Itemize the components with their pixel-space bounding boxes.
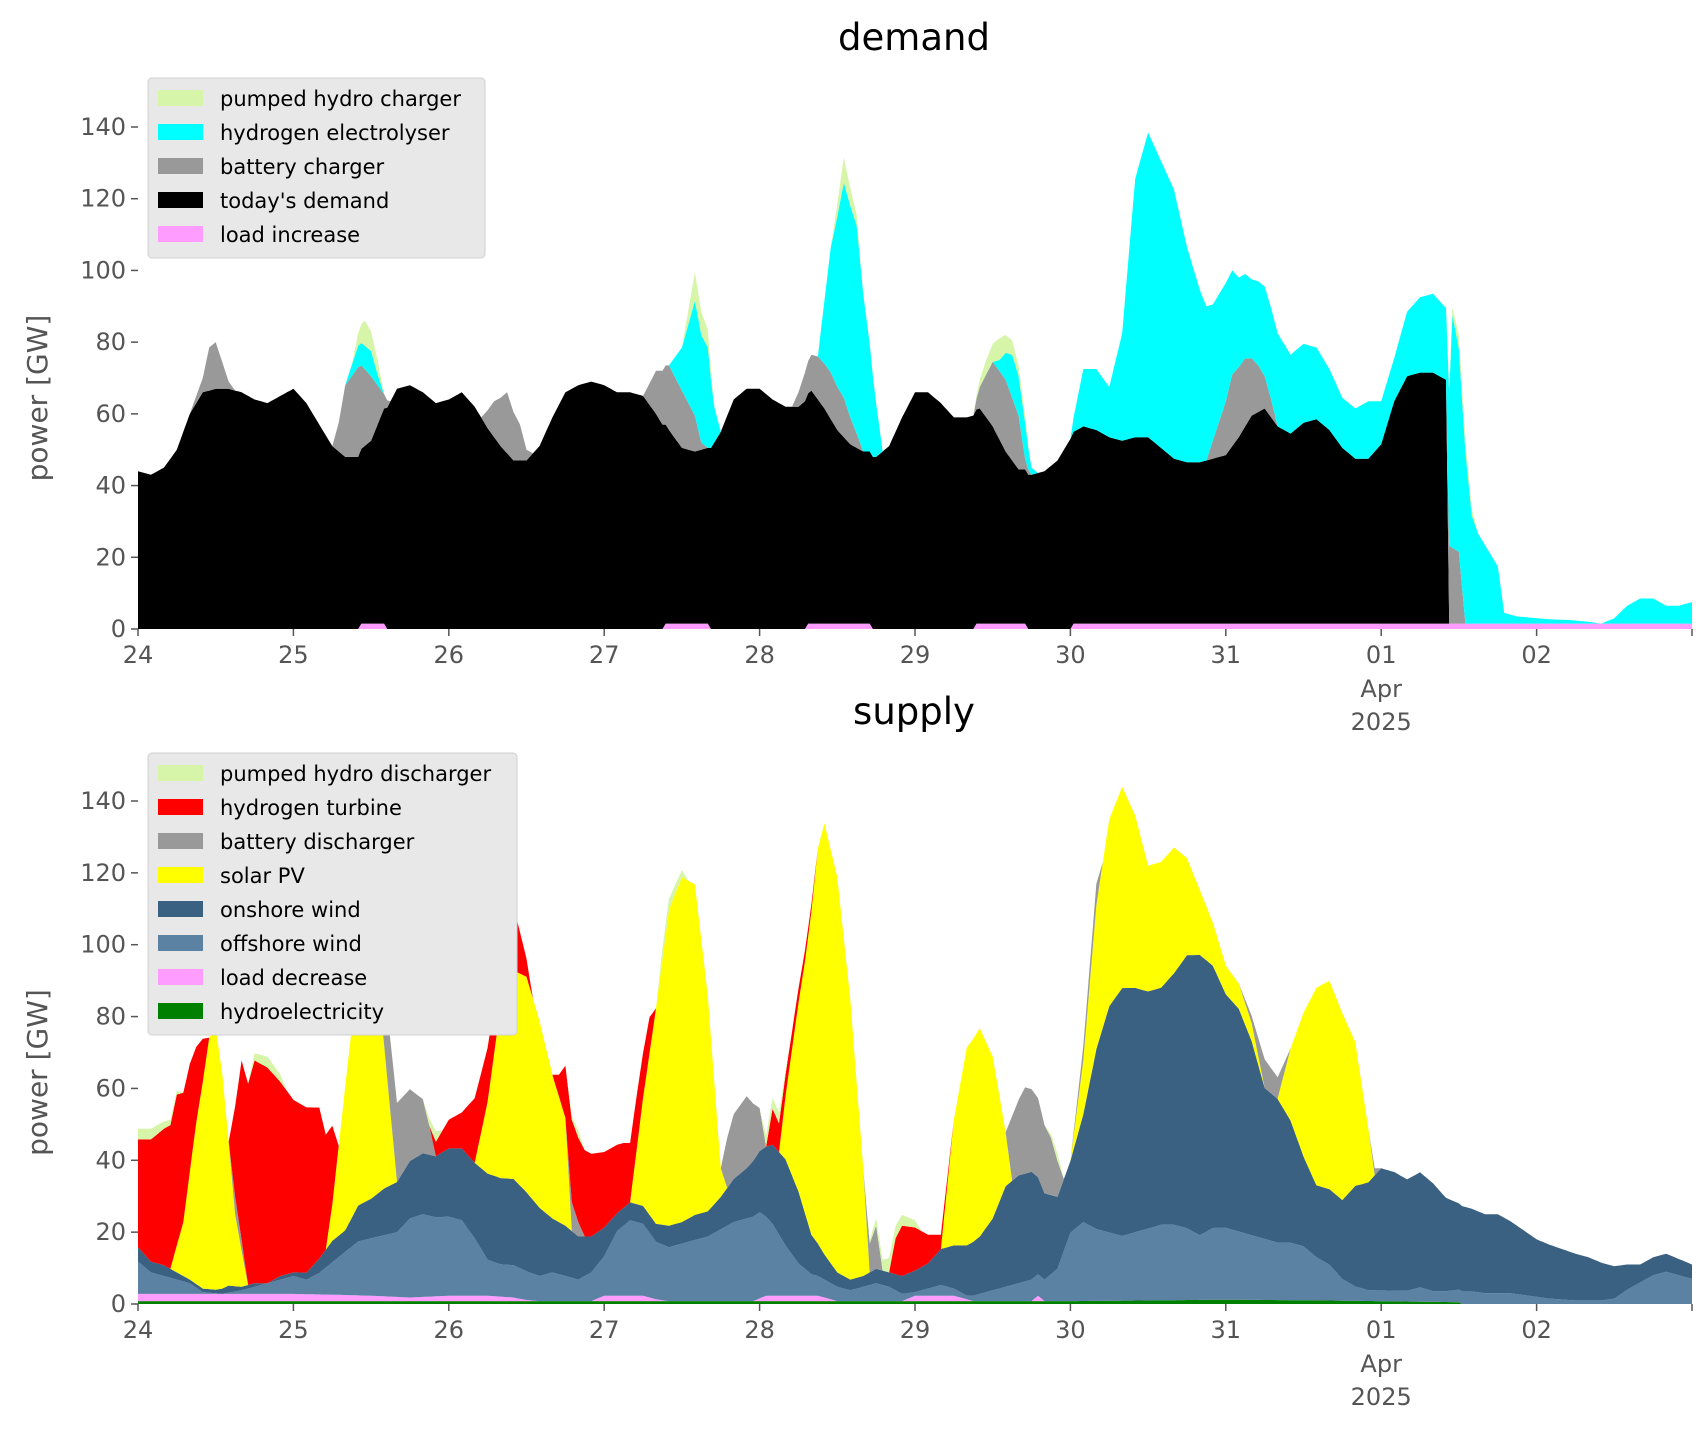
legend-swatch-solar-pv bbox=[158, 867, 203, 883]
legend-label-hydroelectricity: hydroelectricity bbox=[220, 1000, 384, 1024]
y-axis-label: power [GW] bbox=[21, 989, 54, 1156]
x-tick-sublabel: 2025 bbox=[1351, 708, 1412, 736]
legend-label-solar-pv: solar PV bbox=[220, 864, 305, 888]
y-tick-label: 0 bbox=[111, 615, 126, 643]
legend-label-hydrogen-electrolyser: hydrogen electrolyser bbox=[220, 121, 450, 145]
legend-swatch-battery-discharger bbox=[158, 833, 203, 849]
x-tick-label: 25 bbox=[278, 1316, 309, 1344]
area-hydroelectricity bbox=[138, 1299, 1692, 1304]
y-tick-label: 100 bbox=[80, 931, 126, 959]
legend-label-load-decrease: load decrease bbox=[220, 966, 367, 990]
legend-swatch-battery-charger bbox=[158, 158, 203, 174]
x-tick-label: 01 bbox=[1366, 641, 1397, 669]
y-tick-label: 20 bbox=[95, 1218, 126, 1246]
stacked-areas bbox=[138, 132, 1692, 629]
x-axis: 24 25 26 27 28 29 30 31 01 02 Apr 2025 bbox=[123, 1304, 1693, 1411]
x-tick-label: 24 bbox=[123, 641, 154, 669]
area-today-s-demand bbox=[138, 372, 1692, 629]
y-tick-label: 0 bbox=[111, 1290, 126, 1318]
y-tick-label: 100 bbox=[80, 256, 126, 284]
y-tick-label: 140 bbox=[80, 113, 126, 141]
legend-swatch-hydrogen-turbine bbox=[158, 799, 203, 815]
legend-swatch-pumped-hydro-charger bbox=[158, 90, 203, 106]
legend-label-battery-charger: battery charger bbox=[220, 155, 385, 179]
legend-box bbox=[147, 77, 486, 259]
legend: pumped hydro discharger hydrogen turbine b… bbox=[147, 752, 518, 1036]
legend-swatch-load-decrease bbox=[158, 969, 203, 985]
area-offshore-wind bbox=[138, 1212, 1692, 1304]
x-tick-label: 02 bbox=[1521, 1316, 1552, 1344]
legend: pumped hydro charger hydrogen electrolyse… bbox=[147, 77, 486, 259]
y-axis: 0 20 40 60 80 100 120 140 power [GW] bbox=[21, 787, 138, 1318]
legend-swatch-load-increase bbox=[158, 226, 203, 242]
legend-label-battery-discharger: battery discharger bbox=[220, 830, 415, 854]
y-axis: 0 20 40 60 80 100 120 140 power [GW] bbox=[21, 113, 138, 643]
area-solar-pv bbox=[138, 786, 1692, 1290]
x-tick-label: 24 bbox=[123, 1316, 154, 1344]
x-tick-label: 31 bbox=[1211, 641, 1242, 669]
x-tick-label: 26 bbox=[434, 641, 465, 669]
y-tick-label: 40 bbox=[95, 472, 126, 500]
x-tick-label: 01 bbox=[1366, 1316, 1397, 1344]
legend-label-offshore-wind: offshore wind bbox=[220, 932, 362, 956]
area-onshore-wind bbox=[138, 955, 1692, 1301]
legend-label-onshore-wind: onshore wind bbox=[220, 898, 361, 922]
legend-swatch-hydrogen-electrolyser bbox=[158, 124, 203, 140]
x-tick-sublabel: Apr bbox=[1360, 1350, 1402, 1378]
legend-label-today-s-demand: today's demand bbox=[220, 189, 389, 213]
x-tick-label: 02 bbox=[1521, 641, 1552, 669]
x-tick-label: 30 bbox=[1055, 1316, 1086, 1344]
x-tick-label: 31 bbox=[1211, 1316, 1242, 1344]
y-tick-label: 140 bbox=[80, 787, 126, 815]
y-tick-label: 40 bbox=[95, 1146, 126, 1174]
stacked-areas bbox=[138, 786, 1692, 1304]
legend-label-pumped-hydro-discharger: pumped hydro discharger bbox=[220, 762, 491, 786]
area-hydrogen-turbine bbox=[138, 786, 1692, 1285]
area-load-increase bbox=[138, 623, 1692, 629]
legend-box bbox=[147, 752, 518, 1036]
area-load-decrease bbox=[138, 1293, 1692, 1304]
legend-swatch-hydroelectricity bbox=[158, 1003, 203, 1019]
y-tick-label: 80 bbox=[95, 328, 126, 356]
x-tick-label: 29 bbox=[900, 641, 931, 669]
x-tick-sublabel: 2025 bbox=[1351, 1383, 1412, 1411]
chart-title: supply bbox=[853, 690, 975, 733]
legend-label-hydrogen-turbine: hydrogen turbine bbox=[220, 796, 402, 820]
y-tick-label: 20 bbox=[95, 543, 126, 571]
legend-label-load-increase: load increase bbox=[220, 223, 360, 247]
y-tick-label: 120 bbox=[80, 859, 126, 887]
legend-swatch-offshore-wind bbox=[158, 935, 203, 951]
x-tick-label: 30 bbox=[1055, 641, 1086, 669]
legend-swatch-pumped-hydro-discharger bbox=[158, 765, 203, 781]
x-tick-sublabel: Apr bbox=[1360, 675, 1402, 703]
x-tick-label: 27 bbox=[589, 1316, 620, 1344]
x-tick-label: 28 bbox=[744, 1316, 775, 1344]
y-tick-label: 120 bbox=[80, 185, 126, 213]
y-tick-label: 80 bbox=[95, 1003, 126, 1031]
legend-swatch-today-s-demand bbox=[158, 192, 203, 208]
y-tick-label: 60 bbox=[95, 1074, 126, 1102]
y-axis-label: power [GW] bbox=[21, 315, 54, 482]
x-tick-label: 29 bbox=[900, 1316, 931, 1344]
x-tick-label: 27 bbox=[589, 641, 620, 669]
x-tick-label: 25 bbox=[278, 641, 309, 669]
x-axis: 24 25 26 27 28 29 30 31 01 02 Apr 2025 bbox=[123, 629, 1693, 736]
y-tick-label: 60 bbox=[95, 400, 126, 428]
x-tick-label: 28 bbox=[744, 641, 775, 669]
legend-label-pumped-hydro-charger: pumped hydro charger bbox=[220, 87, 461, 111]
x-tick-label: 26 bbox=[434, 1316, 465, 1344]
legend-swatch-onshore-wind bbox=[158, 901, 203, 917]
chart-title: demand bbox=[838, 16, 990, 59]
